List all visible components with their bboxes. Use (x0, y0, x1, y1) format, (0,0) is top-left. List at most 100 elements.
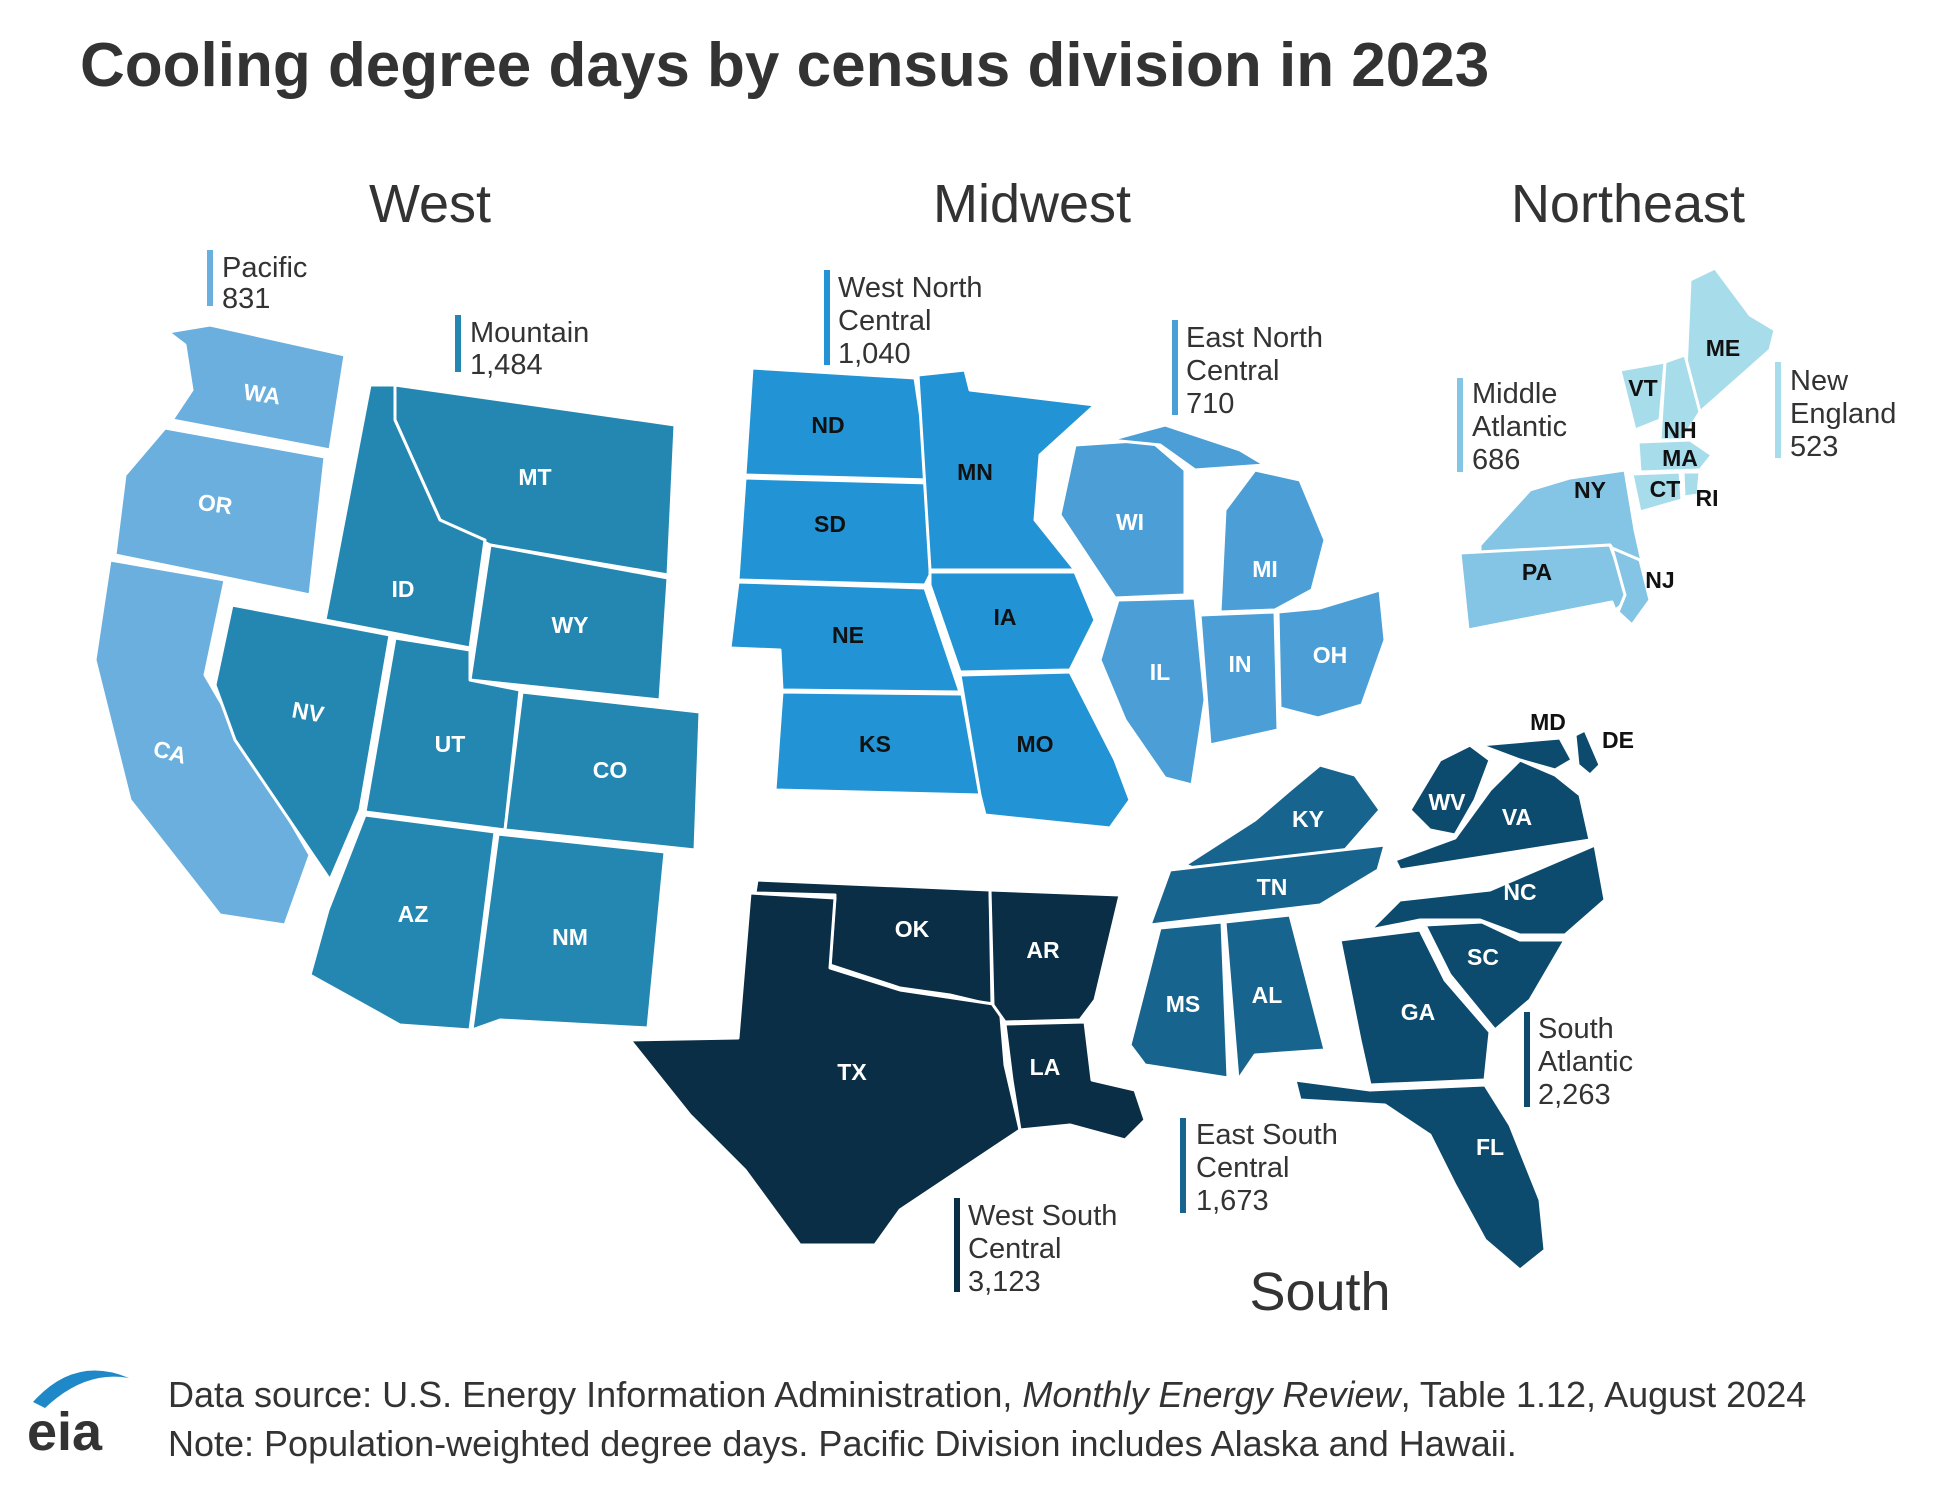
callout-name-line-1: Middle (1472, 378, 1557, 410)
source-suffix: , Table 1.12, August 2024 (1400, 1374, 1807, 1415)
callout-name-line-1: Mountain (470, 317, 589, 349)
callout-west-north-central: West North Central 1,040 (824, 270, 983, 370)
callout-south-atlantic: South Atlantic 2,263 (1524, 1012, 1633, 1111)
state-shape-ne (728, 580, 962, 694)
callout-west-south-central: West South Central 3,123 (954, 1198, 1117, 1298)
callout-pacific: Pacific 831 (207, 250, 307, 315)
callout-name-line-1: West South (968, 1200, 1117, 1232)
region-northeast: Northeast (1511, 174, 1745, 234)
state-label-tn: TN (1257, 874, 1288, 900)
callout-name-line-1: Pacific (222, 252, 307, 284)
state-shape-ma (1636, 438, 1714, 474)
eia-logo-arc-icon (33, 1370, 129, 1408)
state-label-tx: TX (837, 1059, 867, 1085)
callout-value: 2,263 (1538, 1079, 1611, 1111)
state-shape-oh (1276, 588, 1387, 720)
data-source-line: Data source: U.S. Energy Information Adm… (168, 1370, 1806, 1419)
callout-east-south-central: East South Central 1,673 (1180, 1118, 1338, 1217)
callout-name-line-1: New (1790, 365, 1849, 397)
state-shape-wy (468, 543, 670, 702)
state-shape-tx (628, 891, 1022, 1247)
state-label-ia: IA (994, 604, 1017, 630)
callout-new-england: New England 523 (1775, 362, 1896, 463)
division-east-south-central (1128, 763, 1387, 1082)
callout-name-line-1: East North (1186, 322, 1323, 354)
state-shape-or (113, 426, 327, 597)
division-mountain (213, 383, 702, 1032)
state-shape-ia (928, 570, 1097, 674)
state-shape-ct (1630, 470, 1684, 514)
state-label-ri: RI (1696, 485, 1719, 511)
state-shape-in (1198, 610, 1280, 747)
state-label-pa: PA (1522, 559, 1552, 585)
state-label-md: MD (1530, 709, 1566, 735)
division-west-south-central (628, 878, 1147, 1247)
callout-name-line-1: West North (838, 272, 983, 304)
state-label-id: ID (392, 576, 415, 602)
state-shape-wv (1408, 743, 1492, 837)
state-shape-nv (213, 603, 392, 882)
state-label-wv: WV (1428, 789, 1466, 815)
state-shape-la (1003, 1020, 1147, 1142)
callout-name-line-1: East South (1196, 1119, 1338, 1151)
callout-name-line-1: South (1538, 1013, 1614, 1045)
state-label-nc: NC (1503, 879, 1536, 905)
state-label-nd: ND (811, 412, 844, 438)
state-label-ks: KS (859, 731, 891, 757)
callout-name-line-2: Atlantic (1538, 1046, 1633, 1078)
state-label-fl: FL (1476, 1134, 1504, 1160)
state-shape-nc (1368, 843, 1607, 937)
note-line: Note: Population-weighted degree days. P… (168, 1423, 1517, 1464)
state-label-ct: CT (1650, 476, 1681, 502)
callout-name-line-2: Central (838, 305, 932, 337)
state-label-mi: MI (1252, 556, 1278, 582)
state-label-wy: WY (551, 612, 588, 638)
state-shape-fl (1293, 1078, 1547, 1272)
region-south: South (1249, 1262, 1390, 1322)
state-label-wa: WA (242, 379, 282, 410)
division-new-england (1618, 266, 1777, 514)
state-label-nv: NV (290, 696, 327, 727)
state-shape-mo (958, 670, 1132, 830)
state-shape-mi-up (1108, 423, 1267, 472)
callout-name-line-2: Atlantic (1472, 411, 1567, 443)
state-shape-ca (93, 558, 312, 927)
state-label-ma: MA (1662, 445, 1698, 471)
state-label-mn: MN (957, 459, 993, 485)
state-label-al: AL (1252, 982, 1283, 1008)
callout-value: 1,484 (470, 349, 543, 381)
callout-value: 1,673 (1196, 1185, 1269, 1217)
division-east-north-central (1058, 423, 1387, 787)
state-shape-va (1393, 758, 1592, 872)
region-midwest: Midwest (933, 174, 1131, 234)
state-label-ok: OK (895, 916, 930, 942)
state-shape-pa (1458, 543, 1632, 632)
state-shape-ar (988, 888, 1122, 1024)
division-south-atlantic (1293, 728, 1607, 1272)
state-label-in: IN (1229, 651, 1252, 677)
state-label-nh: NH (1663, 417, 1696, 443)
state-shape-nj (1610, 546, 1652, 627)
division-west-north-central (728, 366, 1132, 830)
callout-name-line-2: England (1790, 398, 1896, 430)
callout-name-line-2: Central (968, 1233, 1062, 1265)
state-label-ky: KY (1292, 806, 1324, 832)
state-label-mt: MT (518, 464, 551, 490)
state-label-sc: SC (1467, 944, 1499, 970)
state-label-oh: OH (1313, 642, 1348, 668)
state-shape-ms (1128, 920, 1230, 1080)
state-shape-id (323, 383, 487, 650)
callout-value: 831 (222, 283, 270, 315)
division-middle-atlantic (1458, 468, 1652, 632)
eia-logo-text: eia (27, 1402, 103, 1460)
state-label-ne: NE (832, 622, 864, 648)
callout-name-line-2: Central (1196, 1152, 1290, 1184)
state-label-ms: MS (1166, 991, 1201, 1017)
callout-value: 3,123 (968, 1266, 1041, 1298)
state-shape-co (503, 690, 702, 852)
state-label-wi: WI (1116, 509, 1144, 535)
state-shape-al (1223, 913, 1327, 1082)
callout-middle-atlantic: Middle Atlantic 686 (1457, 378, 1567, 476)
state-label-va: VA (1502, 804, 1532, 830)
